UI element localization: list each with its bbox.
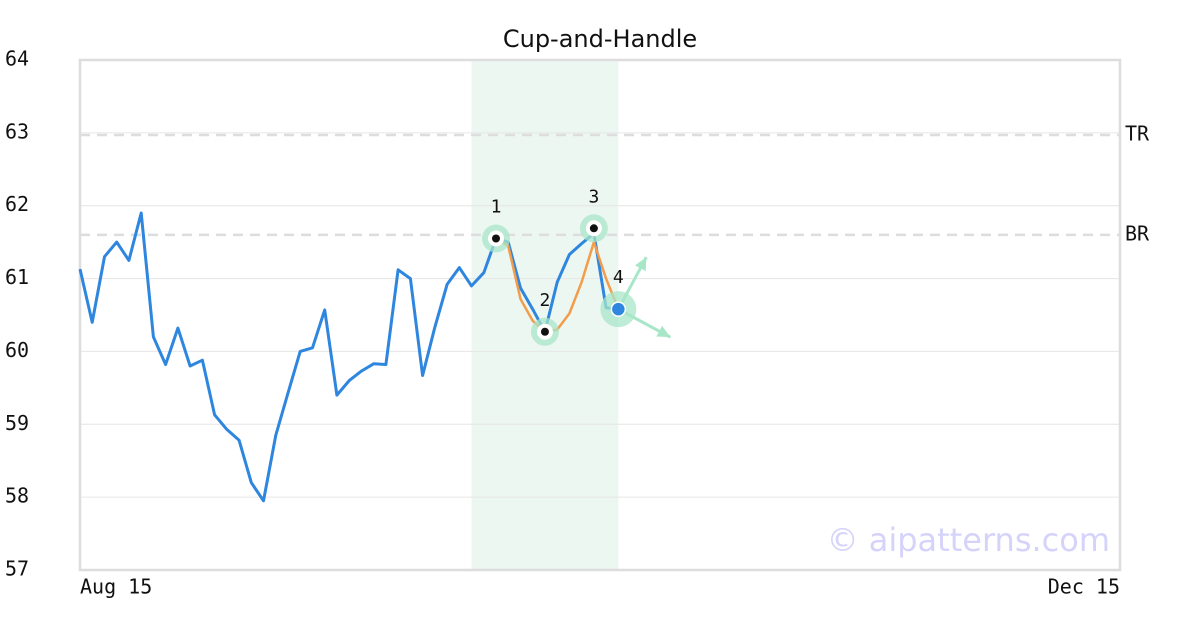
level-label: BR [1125,221,1150,245]
y-tick-label: 63 [5,119,29,143]
point-label: 4 [613,267,624,288]
point-label: 1 [491,197,502,218]
point-label: 2 [540,290,551,311]
level-label: TR [1125,122,1150,146]
point-label: 3 [588,186,599,207]
y-tick-label: 64 [5,47,29,71]
watermark: © aipatterns.com [827,521,1110,559]
y-tick-label: 62 [5,192,29,216]
arrow-head [635,257,647,272]
x-tick-label: Aug 15 [80,575,152,599]
series-line [78,211,619,503]
y-tick-label: 59 [5,411,29,435]
y-tick-label: 58 [5,484,29,508]
pattern-point [540,327,549,336]
pattern-point [589,224,598,233]
chart-title: Cup-and-Handle [503,25,697,53]
pattern-point [492,234,500,243]
x-tick-label: Dec 15 [1048,575,1120,599]
y-tick-label: 60 [5,338,29,362]
arrow-head [656,325,671,338]
y-tick-label: 57 [5,557,29,581]
plot-frame [78,58,1122,572]
pattern-region [471,60,619,570]
y-tick-label: 61 [5,265,29,289]
pattern-point [610,301,627,317]
